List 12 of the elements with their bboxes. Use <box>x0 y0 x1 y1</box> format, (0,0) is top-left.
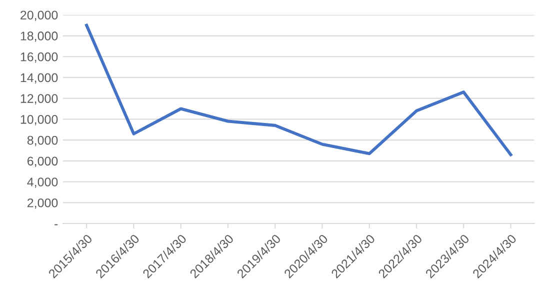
y-tick-label: 12,000 <box>20 94 58 104</box>
y-tick-label: 8,000 <box>27 136 58 146</box>
line-series <box>85 24 512 156</box>
y-tick-label: 18,000 <box>20 32 58 42</box>
y-tick-label: 16,000 <box>20 52 58 63</box>
y-tick-label: 20,000 <box>20 10 58 22</box>
y-tick-label: 4,000 <box>27 178 58 188</box>
y-tick-label: - <box>54 224 58 226</box>
y-tick-label: 6,000 <box>28 156 58 168</box>
y-tick-label: 2,000 <box>28 198 58 209</box>
y-tick-label: 14,000 <box>20 73 58 84</box>
y-tick-label: 10,000 <box>20 115 58 126</box>
